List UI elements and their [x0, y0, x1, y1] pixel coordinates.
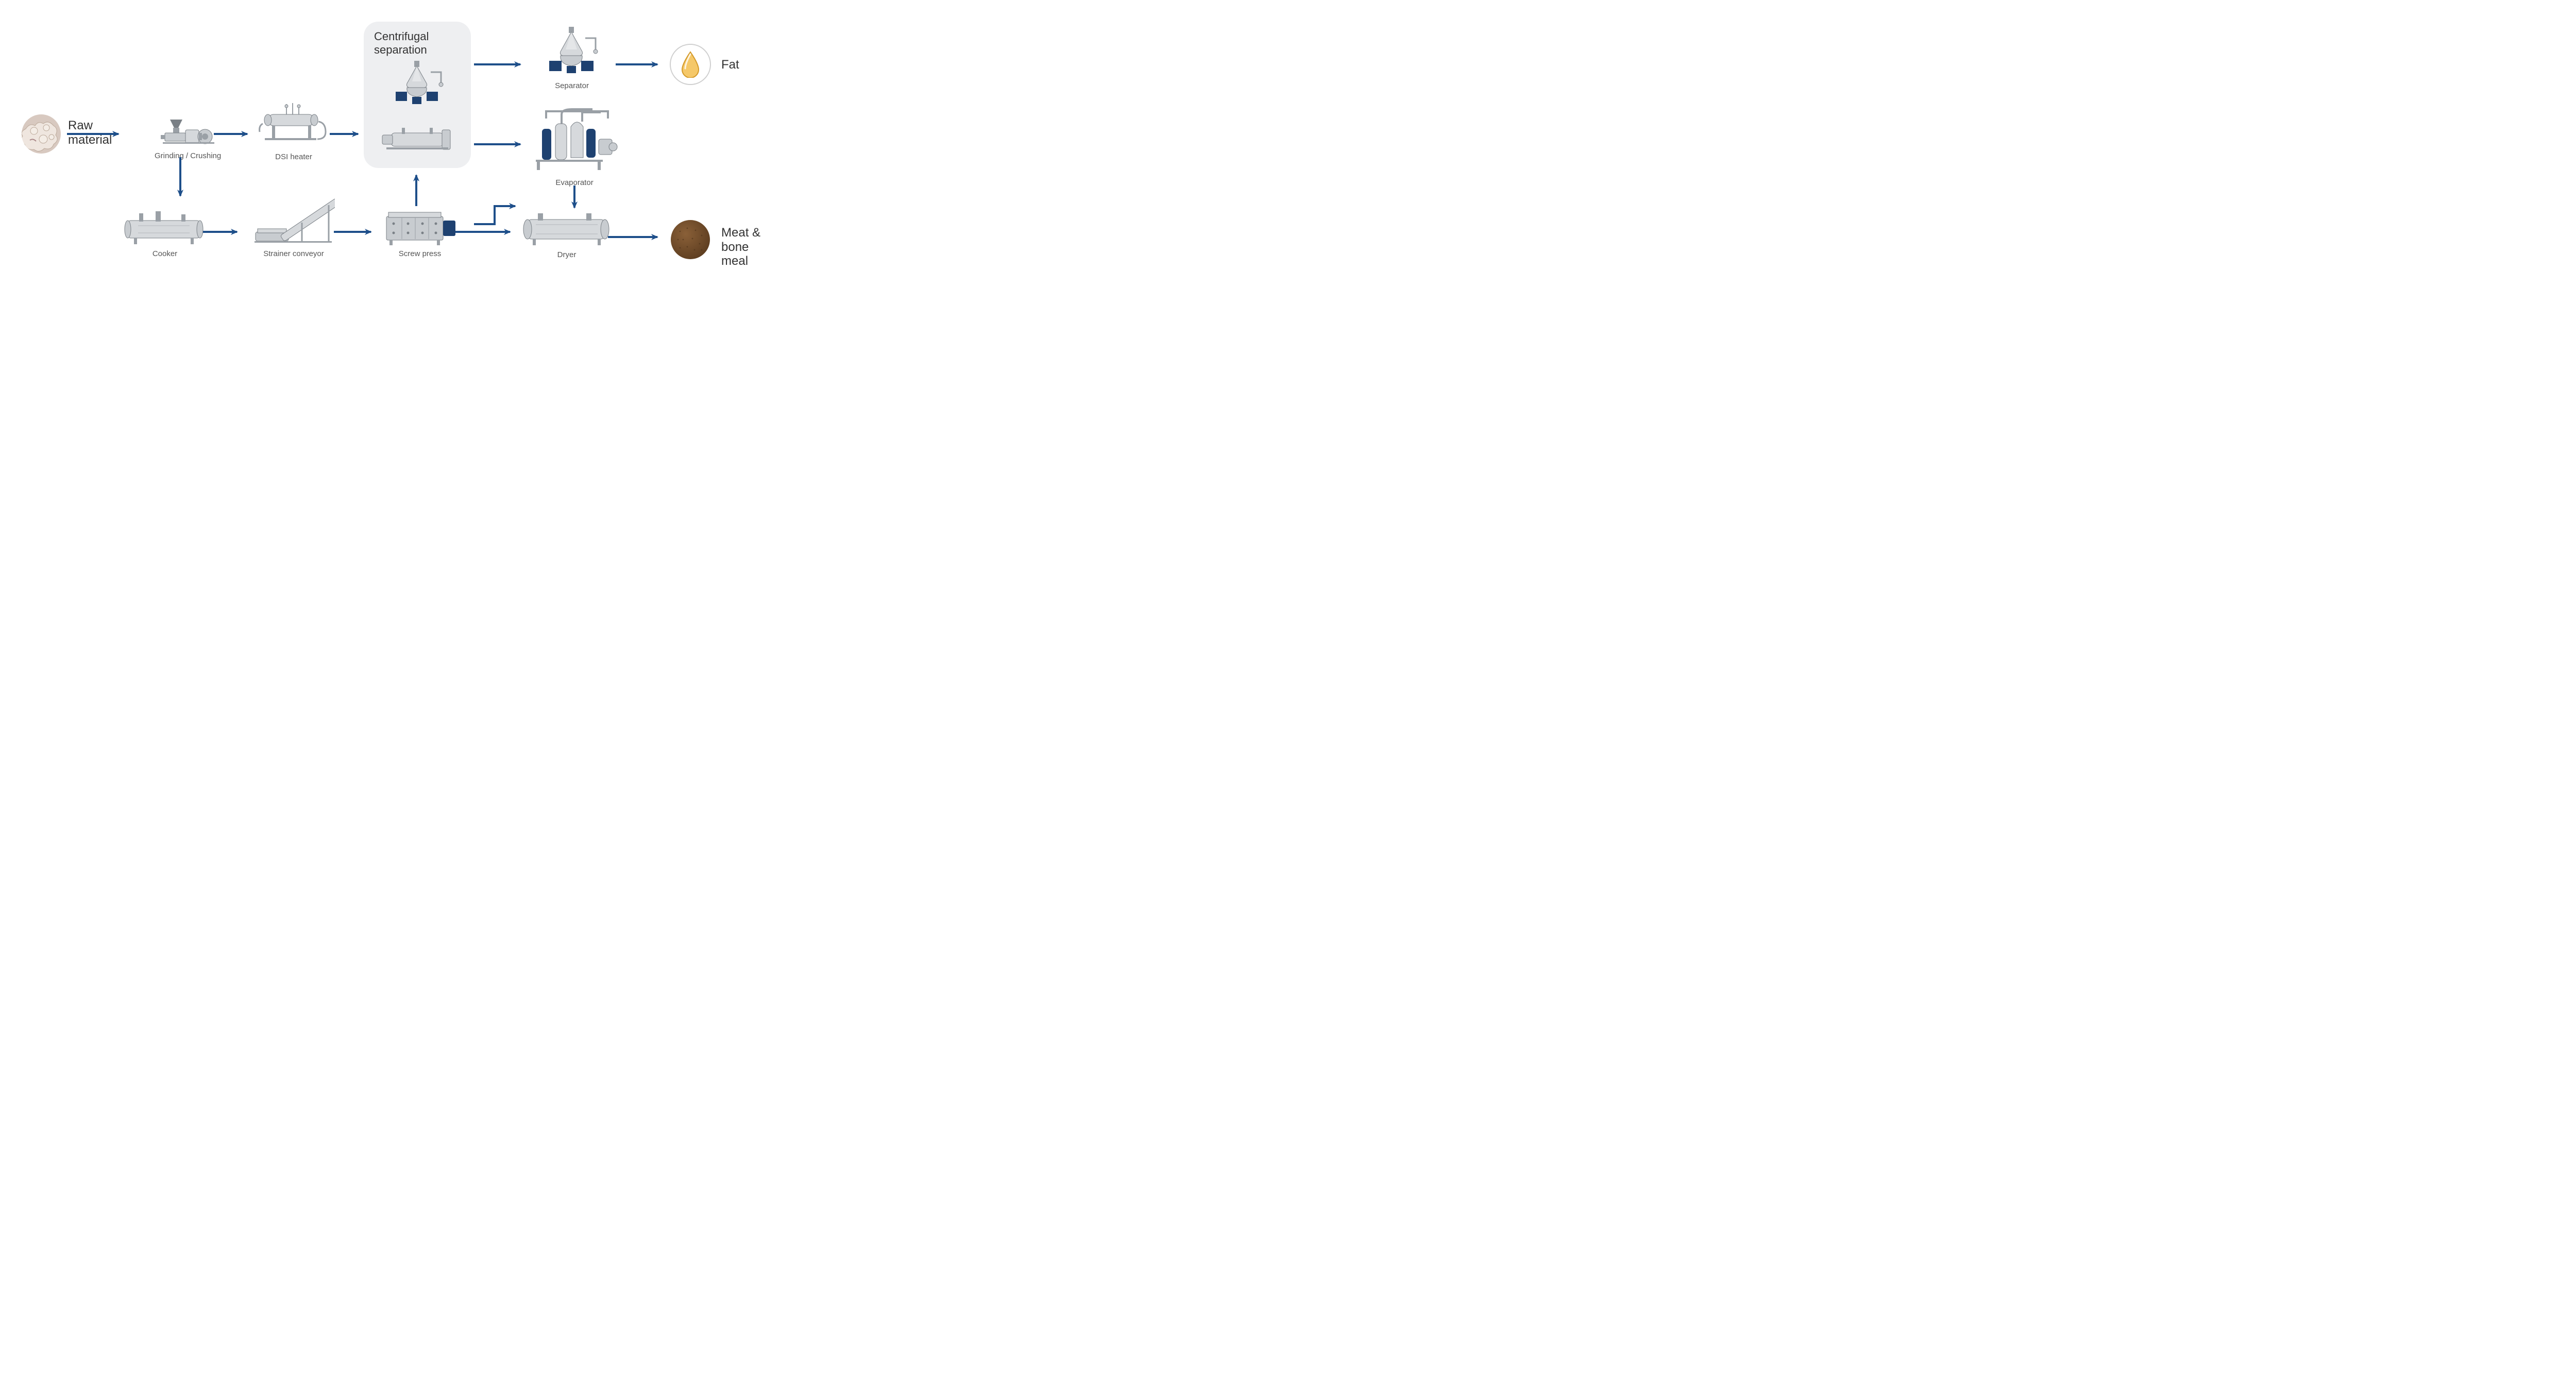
dryer-label: Dryer [557, 250, 577, 259]
meal-label-line1: Meat & [721, 226, 760, 240]
raw-label-line2: material [68, 133, 112, 147]
cooker-node: Cooker [124, 210, 206, 258]
centrifugal-title-line2: separation [374, 43, 427, 56]
strainer-label: Strainer conveyor [263, 249, 324, 258]
evaporator-label: Evaporator [555, 178, 593, 187]
fat-label: Fat [721, 58, 739, 72]
fat-icon [670, 44, 711, 85]
evaporator-node: Evaporator [531, 108, 618, 187]
evaporator-icon [531, 108, 618, 175]
grinding-icon [160, 117, 216, 148]
centrifuge-icon [381, 61, 453, 159]
separator-icon [541, 27, 603, 78]
flow-arrow [474, 206, 515, 224]
dsi-node: DSI heater [258, 103, 330, 161]
meal-icon [670, 219, 711, 263]
dsi-icon [258, 103, 330, 149]
centrifugal-title-line1: Centrifugal [374, 30, 429, 43]
centrifugal-title: Centrifugal separation [374, 30, 429, 57]
meal-label: Meat & bone meal [721, 226, 775, 268]
meal-node [670, 219, 711, 263]
grinding-label: Grinding / Crushing [155, 151, 221, 160]
cooker-label: Cooker [152, 249, 177, 258]
grinding-node: Grinding / Crushing [155, 117, 221, 160]
raw-material-icon [21, 113, 62, 155]
meal-label-line2: bone meal [721, 240, 749, 268]
raw-label-line1: Raw [68, 119, 93, 132]
raw-material-node [21, 113, 62, 155]
cooker-icon [124, 210, 206, 246]
screwpress-icon [381, 210, 459, 246]
dryer-icon [520, 212, 613, 247]
dsi-label: DSI heater [275, 153, 312, 161]
dryer-node: Dryer [520, 212, 613, 259]
separator-node: Separator [541, 27, 603, 90]
strainer-node: Strainer conveyor [252, 198, 335, 258]
raw-material-label: Raw material [68, 119, 112, 147]
strainer-icon [252, 198, 335, 246]
screwpress-node: Screw press [381, 210, 459, 258]
separator-label: Separator [555, 81, 589, 90]
screwpress-label: Screw press [399, 249, 442, 258]
fat-node [670, 44, 711, 85]
centrifuge-node [381, 61, 453, 159]
